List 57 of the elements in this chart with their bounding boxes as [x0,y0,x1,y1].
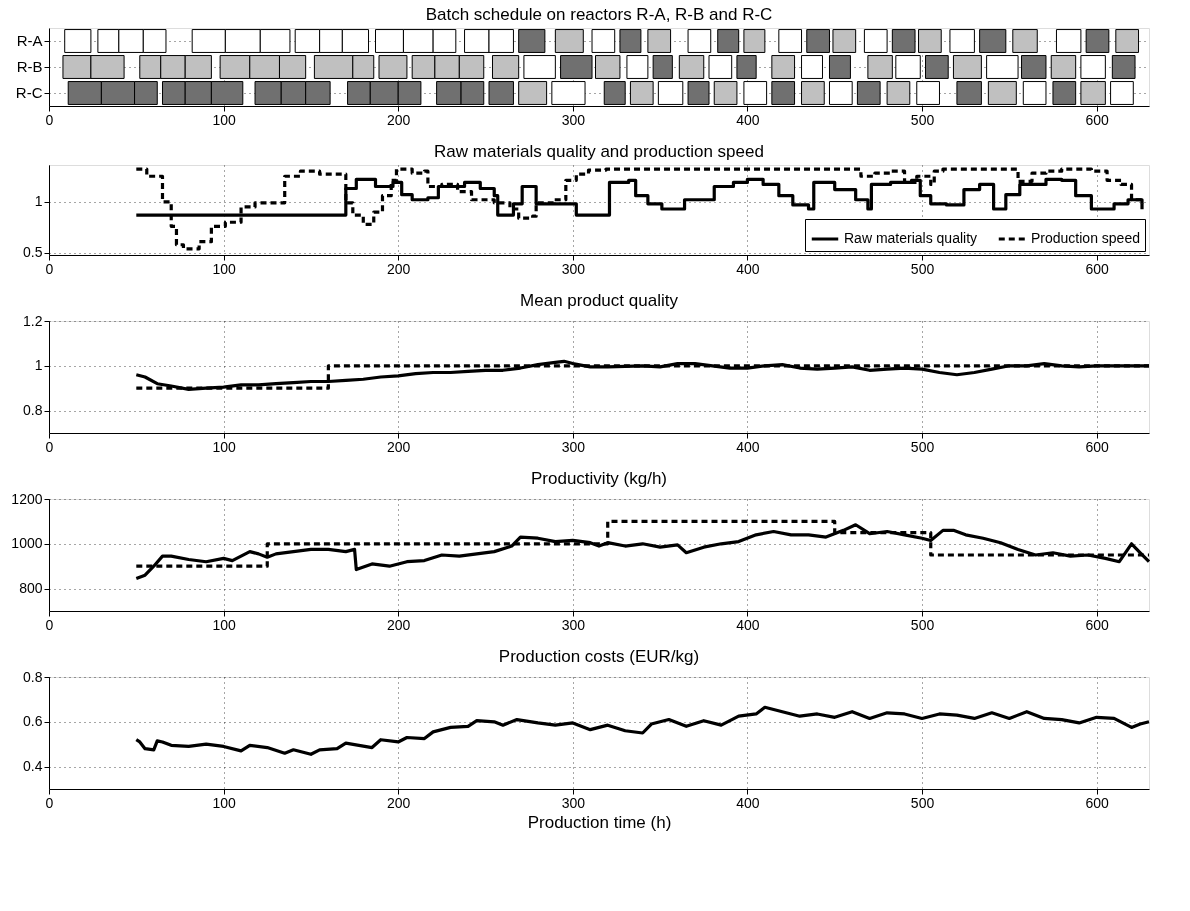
x-tick-label: 100 [212,794,236,811]
x-tick-label: 200 [387,616,411,633]
x-tick-label: 600 [1085,616,1110,633]
y-tick-label: 0.8 [23,668,43,685]
x-tick-label: 500 [910,260,935,277]
y-tick-label: 1 [34,357,43,374]
x-tick-label: 600 [1085,438,1110,455]
x-tick-label: 300 [561,438,586,455]
x-tick-label: 200 [387,111,411,128]
x-tick-label: 100 [212,438,236,455]
x-tick-label: 400 [736,438,760,455]
x-tick-label: 600 [1085,260,1110,277]
x-tick-label: 500 [910,438,935,455]
x-tick-label: 500 [910,794,935,811]
x-tick-label: 300 [561,794,586,811]
x-tick-label: 400 [736,616,760,633]
y-tick-label: R-B [16,58,43,75]
x-tick-label: 0 [45,616,54,633]
x-tick-label: 400 [736,794,760,811]
legend-label: Raw materials quality [844,230,978,246]
x-tick-label: 200 [387,794,411,811]
x-tick-label: 600 [1085,111,1110,128]
x-tick-label: 400 [736,260,760,277]
x-tick-label: 500 [910,616,935,633]
chart-title: Mean product quality [520,291,679,310]
x-axis-title: Production time (h) [527,812,672,832]
y-tick-label: 0.8 [23,402,43,419]
x-tick-label: 0 [45,111,54,128]
x-tick-label: 0 [45,438,54,455]
y-tick-label: 0.6 [23,713,43,730]
y-tick-label: 1 [34,193,43,210]
y-tick-label: 1000 [11,535,43,552]
x-tick-label: 300 [561,260,586,277]
y-tick-label: 0.5 [23,244,43,261]
y-tick-label: 1.2 [23,312,43,329]
x-tick-label: 600 [1085,794,1110,811]
x-tick-label: 0 [45,794,54,811]
x-tick-label: 200 [387,438,411,455]
x-tick-label: 500 [910,111,935,128]
x-tick-label: 100 [212,260,236,277]
x-tick-label: 200 [387,260,411,277]
x-tick-label: 100 [212,111,236,128]
y-tick-label: R-C [15,84,43,101]
x-tick-label: 0 [45,260,54,277]
y-tick-label: R-A [16,32,43,49]
legend-label: Production speed [1031,230,1140,246]
y-tick-label: 1200 [11,490,43,507]
x-tick-label: 400 [736,111,760,128]
x-tick-label: 300 [561,616,586,633]
x-tick-label: 300 [561,111,586,128]
x-tick-label: 100 [212,616,236,633]
chart-title: Production costs (EUR/kg) [498,647,700,666]
chart-title: Batch schedule on reactors R-A, R-B and R-C [425,5,773,24]
y-tick-label: 0.4 [23,758,43,775]
y-tick-label: 800 [19,580,43,597]
chart-title: Productivity (kg/h) [530,469,668,488]
chart-title: Raw materials quality and production speed [434,142,764,161]
